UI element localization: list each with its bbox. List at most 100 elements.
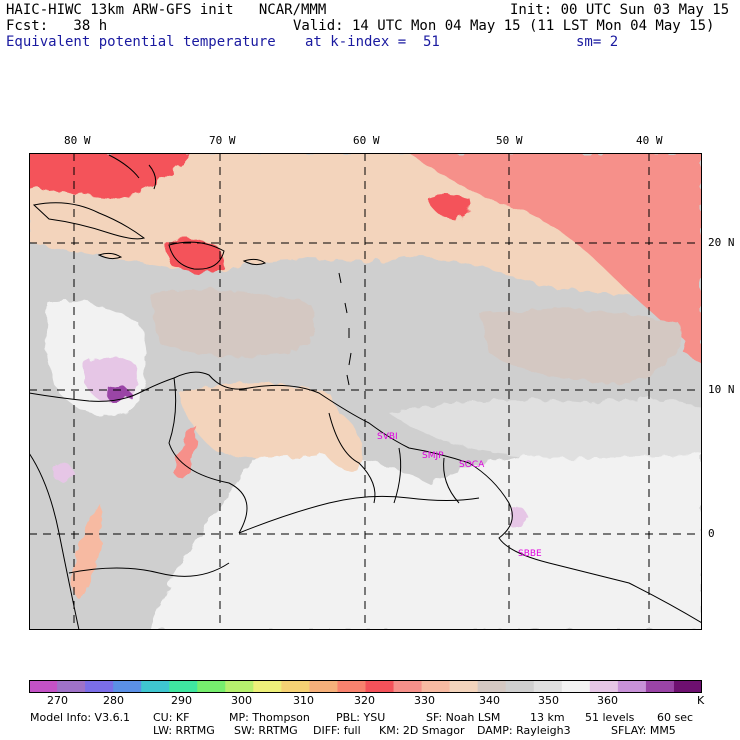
model-info-timestep: 60 sec (657, 711, 694, 724)
colorbar-label-310: 310 (293, 694, 314, 707)
colorbar-swatch (57, 680, 86, 693)
coast-cuba (32, 202, 146, 240)
field-grey-caribbean (149, 289, 316, 357)
lon-tick-50w: 50 W (496, 134, 523, 147)
model-info-mp: MP: Thompson (229, 711, 310, 724)
field-lilac-colombia (54, 461, 74, 481)
colorbar-swatch (617, 680, 647, 693)
lat-tick-0: 0 (708, 527, 715, 540)
colorbar-swatch (169, 680, 198, 693)
colorbar-swatch (281, 680, 310, 693)
colorbar-swatch (85, 680, 114, 693)
colorbar-swatch (673, 680, 702, 693)
colorbar-swatch (365, 680, 395, 693)
field-name: Equivalent potential temperature (6, 34, 276, 50)
colorbar-swatch (141, 680, 170, 693)
valid-time: Valid: 14 UTC Mon 04 May 15 (11 LST Mon … (293, 18, 715, 34)
station-smjp: SMJP (422, 451, 444, 461)
field-peach-venezuela (179, 383, 339, 458)
colorbar-swatch (449, 680, 479, 693)
init-time: Init: 00 UTC Sun 03 May 15 (510, 2, 730, 18)
smoothing-label: sm= 2 (576, 34, 619, 50)
model-info-cu: CU: KF (153, 711, 190, 724)
model-info-levels: 51 levels (585, 711, 635, 724)
border-guyana (328, 412, 376, 504)
lon-tick-60w: 60 W (353, 134, 380, 147)
colorbar-swatch (533, 680, 563, 693)
coast-lesser-antilles (338, 272, 352, 386)
colorbar-frame (29, 680, 702, 693)
field-peach-guiana (324, 408, 361, 473)
colorbar-swatch (309, 680, 338, 693)
colorbar-swatch (197, 680, 226, 693)
model-info-version: Model Info: V3.6.1 (30, 711, 131, 724)
field-red-spot (427, 194, 470, 219)
field-lilac-amapa (509, 506, 529, 527)
colorbar-label-340: 340 (479, 694, 500, 707)
field-grey-atlantic (479, 309, 681, 383)
level-label: at k-index = 51 (305, 34, 440, 50)
colorbar-swatch (113, 680, 142, 693)
field-salmon-ne (409, 153, 702, 353)
model-info-damp: DAMP: Rayleigh3 (477, 724, 571, 737)
colorbar-swatch (29, 680, 58, 693)
field-white-ocean (389, 399, 702, 458)
colorbar (29, 680, 702, 693)
field-red-nw (29, 153, 189, 198)
forecast-hour: Fcst: 38 h (6, 18, 108, 34)
model-info-lw: LW: RRTMG (153, 724, 215, 737)
lat-tick-10n: 10 N (708, 383, 735, 396)
colorbar-label-300: 300 (231, 694, 252, 707)
lon-tick-70w: 70 W (209, 134, 236, 147)
colorbar-swatch (253, 680, 282, 693)
colorbar-swatch (645, 680, 675, 693)
model-info-sflay: SFLAY: MM5 (611, 724, 676, 737)
colorbar-label-360: 360 (597, 694, 618, 707)
field-salmon-andes (174, 423, 196, 478)
border-peru-colombia (68, 562, 230, 577)
colorbar-swatch (589, 680, 619, 693)
field-white-south (149, 433, 702, 630)
border-suriname (393, 447, 402, 504)
lon-tick-40w: 40 W (636, 134, 663, 147)
border-french-guiana (443, 457, 460, 504)
coast-south-america (29, 371, 702, 624)
colorbar-swatch (421, 680, 451, 693)
colorbar-unit: K (697, 694, 705, 707)
model-info-diff: DIFF: full (313, 724, 361, 737)
colorbar-swatch (337, 680, 366, 693)
colorbar-swatch (393, 680, 423, 693)
colorbar-label-350: 350 (538, 694, 559, 707)
coast-north-florida (108, 154, 157, 190)
model-info-km: KM: 2D Smagor (379, 724, 465, 737)
model-info-sf: SF: Noah LSM (426, 711, 501, 724)
station-soca: SOCA (459, 460, 485, 470)
colorbar-swatch (225, 680, 254, 693)
station-sbbe: SBBE (518, 549, 542, 559)
graticule (29, 153, 702, 630)
colorbar-label-290: 290 (171, 694, 192, 707)
model-info-pbl: PBL: YSU (336, 711, 386, 724)
colorbar-swatch (561, 680, 591, 693)
colorbar-label-320: 320 (354, 694, 375, 707)
border-colombia-venezuela (168, 377, 248, 534)
model-info-sw: SW: RRTMG (234, 724, 298, 737)
colorbar-swatch (477, 680, 507, 693)
border-brazil-north (238, 495, 480, 534)
field-salmon-east-edge (679, 293, 702, 363)
model-title: HAIC-HIWC 13km ARW-GFS init NCAR/MMM (6, 2, 327, 18)
colorbar-label-280: 280 (103, 694, 124, 707)
coast-pacific (29, 452, 80, 630)
map-frame (29, 153, 702, 630)
colorbar-label-270: 270 (47, 694, 68, 707)
lon-tick-80w: 80 W (64, 134, 91, 147)
colorbar-swatch (505, 680, 535, 693)
lat-tick-20n: 20 N (708, 236, 735, 249)
coast-jamaica (97, 252, 123, 260)
theta-e-map (29, 153, 702, 630)
station-svbi: SVBI (377, 432, 398, 442)
colorbar-label-330: 330 (414, 694, 435, 707)
field-red-hispaniola (164, 239, 223, 274)
coast-puerto-rico (242, 258, 267, 266)
model-info-resolution: 13 km (530, 711, 565, 724)
